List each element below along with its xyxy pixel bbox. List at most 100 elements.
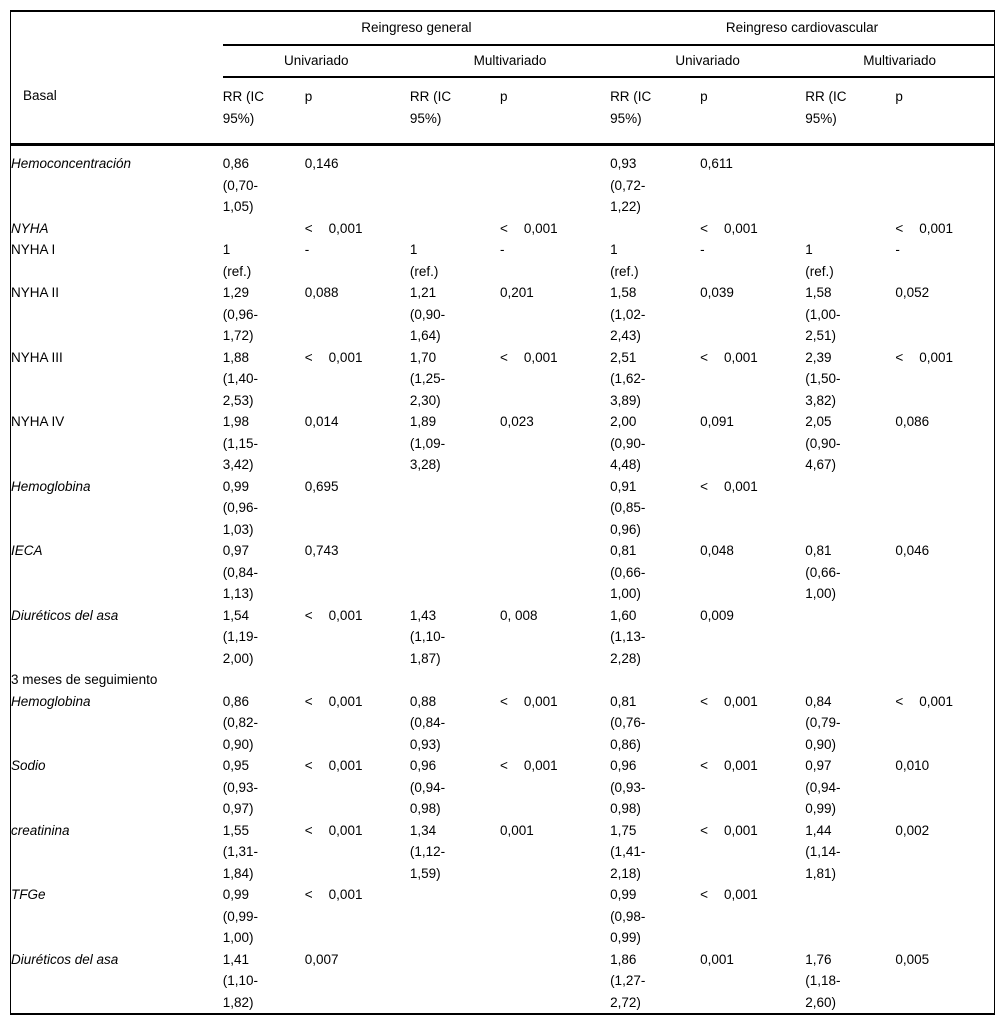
- p-cell: 0,039: [700, 285, 734, 300]
- col-header-rr: RR (IC 95%): [610, 77, 701, 146]
- section-header: 3 meses de seguimiento: [11, 672, 158, 687]
- p-cell: <0,001: [895, 693, 953, 709]
- rr-cell: 1,60 (1,13- 2,28): [610, 607, 646, 666]
- p-cell: 0,091: [700, 414, 734, 429]
- rr-cell: 1,29 (0,96- 1,72): [222, 285, 258, 343]
- rr-cell: [805, 476, 895, 541]
- rr-cell: 1,21 (0,90- 1,64): [409, 285, 446, 343]
- p-cell: 0,611: [700, 156, 733, 171]
- rr-cell: 2,00 (0,90- 4,48): [610, 414, 646, 472]
- p-cell: [500, 540, 610, 605]
- group-header-general: Reingreso general: [222, 11, 611, 46]
- rr-cell: 0,99 (0,99- 1,00): [222, 887, 258, 945]
- readmission-stats-table: Reingreso general Reingreso cardiovascul…: [10, 10, 995, 1015]
- p-cell: -: [304, 242, 310, 257]
- rr-cell: 1,86 (1,27- 2,72): [610, 951, 646, 1010]
- rr-cell: 0,96 (0,94- 0,98): [409, 758, 446, 816]
- rr-cell: 1,43 (1,10- 1,87): [409, 607, 446, 666]
- p-cell: <0,001: [304, 607, 363, 623]
- rr-cell: 1,76 (1,18- 2,60): [805, 951, 841, 1010]
- group-header-cardiovascular: Reingreso cardiovascular: [610, 11, 995, 46]
- rr-cell: 1,98 (1,15- 3,42): [222, 414, 258, 472]
- table-row: Hemoconcentración 0,86 (0,70- 1,05) 0,146 0,9…: [11, 145, 995, 218]
- row-label: NYHA IV: [11, 414, 65, 429]
- p-cell: [500, 884, 610, 949]
- row-label: NYHA I: [11, 242, 56, 257]
- column-header-row: Basal RR (IC 95%) p RR (IC 95%) p RR (IC…: [10, 77, 995, 146]
- subgroup-header-spacer: [11, 45, 223, 77]
- p-cell: 0,048: [700, 543, 734, 558]
- rr-cell: 0,99 (0,98- 0,99): [610, 887, 646, 945]
- rr-cell: 1 (ref.): [222, 242, 252, 279]
- rr-cell: [410, 476, 500, 541]
- table-row: IECA 0,97 (0,84- 1,13) 0,743 0,81 (0,66- 1,00) 0…: [11, 540, 995, 605]
- p-cell: <0,001: [700, 349, 758, 365]
- p-cell: <0,001: [304, 349, 363, 365]
- rr-cell: 0,97 (0,84- 1,13): [222, 543, 258, 601]
- table-row: NYHA IV 1,98 (1,15- 3,42) 0,014 1,89 (1,09- 3,2…: [11, 411, 995, 476]
- rr-cell: 0,81 (0,66- 1,00): [610, 543, 646, 601]
- p-cell: <0,001: [700, 758, 758, 773]
- rr-cell: [410, 540, 500, 605]
- p-cell: -: [895, 242, 900, 257]
- rr-cell: 1 (ref.): [805, 242, 834, 279]
- subheader-general-univariado: Univariado: [222, 45, 410, 78]
- p-cell: 0,052: [895, 285, 930, 300]
- row-label: NYHA II: [11, 285, 60, 300]
- p-cell: [895, 884, 994, 949]
- p-cell: 0,046: [895, 543, 930, 558]
- rr-cell: 0,86 (0,82- 0,90): [222, 693, 258, 752]
- rr-cell: 1,54 (1,19- 2,00): [222, 607, 258, 666]
- table-row: NYHA <0,001 <0,001 <0,001 <0,001: [11, 218, 995, 240]
- p-cell: <0,001: [499, 220, 558, 236]
- p-cell: 0,002: [895, 822, 930, 838]
- rr-cell: 0,95 (0,93- 0,97): [222, 758, 258, 816]
- row-label: NYHA III: [11, 349, 63, 365]
- rr-cell: 2,39 (1,50- 3,82): [805, 349, 841, 408]
- p-cell: 0,201: [499, 285, 534, 300]
- p-cell: <0,001: [895, 349, 953, 365]
- rr-cell: 1 (ref.): [610, 242, 639, 279]
- p-cell: <0,001: [700, 887, 758, 902]
- table-row: NYHA I 1 (ref.) - 1 (ref.) - 1 (ref.) - 1 (ref.) -: [11, 239, 995, 282]
- col-header-p: p: [499, 77, 611, 146]
- p-cell: 0, 008: [499, 607, 538, 623]
- table-row: creatinina 1,55 (1,31- 1,84) <0,001 1,34 (1,12…: [11, 820, 995, 885]
- rr-cell: 0,93 (0,72- 1,22): [610, 156, 646, 214]
- rr-cell: 1,75 (1,41- 2,18): [610, 822, 646, 881]
- p-cell: 0,023: [499, 414, 534, 429]
- group-header-spacer: [11, 11, 223, 45]
- subheader-general-multivariado: Multivariado: [409, 45, 611, 78]
- p-cell: 0,743: [304, 543, 339, 558]
- row-label: Hemoglobina: [11, 693, 91, 709]
- p-cell: [895, 476, 994, 541]
- p-cell: 0,009: [700, 607, 734, 623]
- p-cell: 0,086: [895, 414, 930, 429]
- rr-cell: [223, 218, 305, 240]
- p-cell: -: [700, 242, 705, 257]
- rr-cell: [610, 218, 700, 240]
- table-row: Hemoglobina 0,99 (0,96- 1,03) 0,695 0,91 (0,85…: [11, 476, 995, 541]
- row-label: TFGe: [11, 887, 46, 902]
- p-cell: <0,001: [700, 822, 758, 838]
- table-header: Reingreso general Reingreso cardiovascul…: [10, 11, 995, 146]
- col-header-p: p: [895, 77, 995, 146]
- row-label: creatinina: [11, 822, 70, 838]
- table-row: NYHA II 1,29 (0,96- 1,72) 0,088 1,21 (0,90- 1,6…: [11, 282, 995, 347]
- rr-cell: [410, 145, 500, 218]
- p-cell: <0,001: [499, 693, 558, 709]
- p-cell: 0,014: [304, 414, 339, 429]
- p-cell: <0,001: [700, 220, 758, 236]
- p-cell: <0,001: [700, 478, 758, 494]
- subheader-cardio-univariado: Univariado: [610, 45, 806, 78]
- p-cell: [895, 145, 994, 218]
- p-cell: 0,010: [895, 758, 930, 773]
- p-cell: <0,001: [499, 349, 558, 365]
- col-header-rr: RR (IC 95%): [222, 77, 305, 146]
- group-header-row: Reingreso general Reingreso cardiovascul…: [11, 11, 995, 46]
- rr-cell: [805, 605, 895, 670]
- p-cell: 0,007: [304, 951, 339, 967]
- table-row: NYHA III 1,88 (1,40- 2,53) <0,001 1,70 (1,25- 2…: [11, 347, 995, 412]
- p-cell: 0,088: [304, 285, 339, 300]
- col-header-rr: RR (IC 95%): [805, 77, 896, 146]
